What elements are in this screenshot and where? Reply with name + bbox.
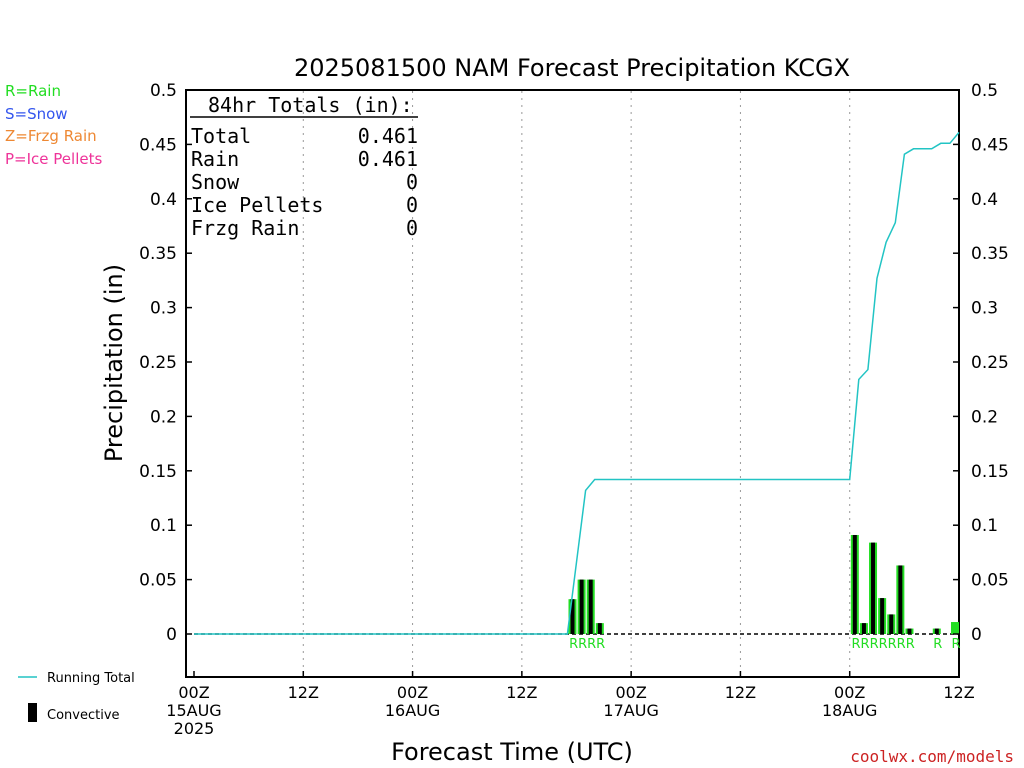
footer-credit: coolwx.com/models <box>850 747 1014 766</box>
chart-title: 2025081500 NAM Forecast Precipitation KC… <box>294 54 850 82</box>
y-tick-label-left-0: 0.5 <box>150 81 177 101</box>
y-axis-label: Precipitation (in) <box>100 264 128 462</box>
y-tick-label-left-1: 0.45 <box>139 135 177 155</box>
running-total-legend-label: Running Total <box>47 671 135 686</box>
running-total-series <box>194 131 960 635</box>
x-tick-label-0-2: 2025 <box>174 719 215 738</box>
x-tick-label-1-0: 12Z <box>288 683 319 702</box>
convective-bar-9 <box>898 565 903 634</box>
convective-bar-7 <box>880 598 885 634</box>
x-tick-label-2-1: 16AUG <box>385 701 440 720</box>
convective-bar-1 <box>579 579 584 634</box>
running-total-line <box>194 131 960 635</box>
totals-box: 84hr Totals (in): Total 0.461 Rain 0.461 Sno… <box>190 93 418 240</box>
x-tick-label-3-0: 12Z <box>506 683 537 702</box>
convective-legend-swatch <box>28 703 37 722</box>
y-tick-label-left-4: 0.3 <box>150 299 177 319</box>
precip-bars <box>568 534 959 634</box>
convective-bar-0 <box>570 599 575 634</box>
plot-frame <box>185 89 960 678</box>
totals-value-0: 0.461 <box>358 124 418 148</box>
precip-type-label-3: R <box>951 637 960 652</box>
totals-value-1: 0.461 <box>358 147 418 171</box>
totals-value-2: 0 <box>406 170 418 194</box>
y-tick-label-left-6: 0.2 <box>150 407 177 427</box>
y-tick-label-left-8: 0.1 <box>150 516 177 536</box>
totals-value-3: 0 <box>406 193 418 217</box>
x-tick-label-0-0: 00Z <box>178 683 209 702</box>
legend-rain: R=Rain <box>5 82 61 100</box>
convective-bar-3 <box>597 623 602 634</box>
y-tick-label-left-3: 0.35 <box>139 244 177 264</box>
convective-bar-10 <box>907 628 912 634</box>
x-tick-label-5-0: 12Z <box>725 683 756 702</box>
y-tick-label-right-1: 0.45 <box>971 135 1009 155</box>
legend-freezing-rain: Z=Frzg Rain <box>5 127 97 145</box>
legend-ice-pellets: P=Ice Pellets <box>5 150 102 168</box>
y-tick-label-right-3: 0.35 <box>971 244 1009 264</box>
y-tick-label-left-7: 0.15 <box>139 462 177 482</box>
y-tick-label-right-8: 0.1 <box>971 516 998 536</box>
y-axis-left-ticks: 0.5 0.45 0.4 0.35 0.3 0.25 0.2 0.15 0.1 0.05 0 <box>139 81 192 645</box>
convective-bar-4 <box>852 534 857 634</box>
y-tick-label-right-5: 0.25 <box>971 353 1009 373</box>
totals-label-1: Rain <box>191 147 239 171</box>
y-axis-right-ticks: 0.5 0.45 0.4 0.35 0.3 0.25 0.2 0.15 0.1 0.05 0 <box>953 81 1009 645</box>
precip-type-label-0: RRRR <box>569 637 605 652</box>
y-tick-label-right-9: 0.05 <box>971 571 1009 591</box>
precip-type-legend: R=Rain S=Snow Z=Frzg Rain P=Ice Pellets <box>5 82 102 168</box>
y-tick-label-left-9: 0.05 <box>139 571 177 591</box>
x-tick-label-0-1: 15AUG <box>166 701 221 720</box>
y-tick-label-left-2: 0.4 <box>150 190 177 210</box>
y-tick-label-right-6: 0.2 <box>971 407 998 427</box>
totals-value-4: 0 <box>406 216 418 240</box>
totals-label-3: Ice Pellets <box>191 193 323 217</box>
x-tick-label-2-0: 00Z <box>397 683 428 702</box>
y-tick-label-right-0: 0.5 <box>971 81 998 101</box>
precip-type-labels: RRRR RRRRRRR R R <box>569 637 960 652</box>
convective-legend-label: Convective <box>47 708 120 723</box>
legend-snow: S=Snow <box>5 105 68 123</box>
precip-type-label-1: RRRRRRR <box>852 637 915 652</box>
grid-lines <box>302 91 851 676</box>
convective-bar-11 <box>934 628 939 634</box>
y-tick-label-left-5: 0.25 <box>139 353 177 373</box>
totals-rows: Total 0.461 Rain 0.461 Snow 0 Ice Pellets 0 Frzg… <box>191 124 418 240</box>
series-legend: Running Total Convective <box>18 671 135 723</box>
x-tick-label-6-1: 18AUG <box>822 701 877 720</box>
y-tick-label-left-10: 0 <box>166 625 177 645</box>
totals-label-2: Snow <box>191 170 240 194</box>
x-tick-label-7-0: 12Z <box>943 683 974 702</box>
totals-label-4: Frzg Rain <box>191 216 299 240</box>
y-tick-label-right-4: 0.3 <box>971 299 998 319</box>
x-tick-label-4-0: 00Z <box>615 683 646 702</box>
y-tick-label-right-7: 0.15 <box>971 462 1009 482</box>
convective-bar-6 <box>871 542 876 634</box>
totals-label-0: Total <box>191 124 251 148</box>
totals-header: 84hr Totals (in): <box>208 93 413 117</box>
convective-bar-2 <box>588 579 593 634</box>
y-tick-label-right-2: 0.4 <box>971 190 998 210</box>
x-tick-label-6-0: 00Z <box>834 683 865 702</box>
y-tick-label-right-10: 0 <box>971 625 982 645</box>
convective-bar-5 <box>861 623 866 634</box>
precip-type-label-2: R <box>933 637 942 652</box>
x-axis-label: Forecast Time (UTC) <box>391 738 633 766</box>
convective-bar-8 <box>889 614 894 634</box>
x-tick-label-4-1: 17AUG <box>603 701 658 720</box>
precip-bar-12 <box>951 622 959 634</box>
